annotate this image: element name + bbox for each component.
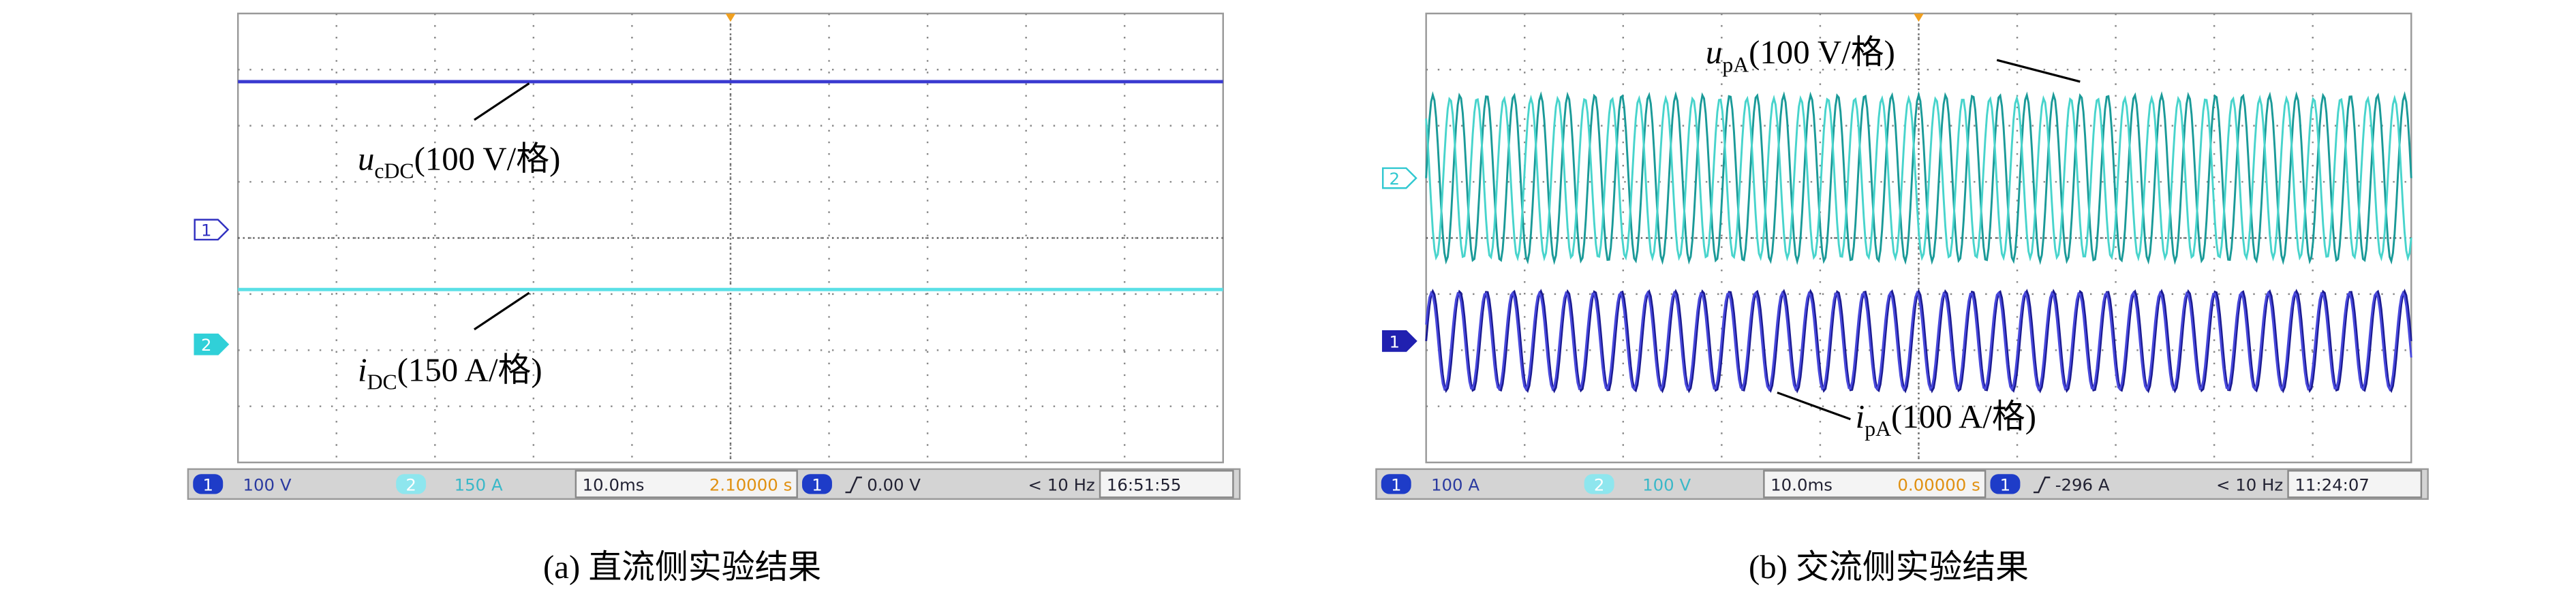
channel-badge-label: 1: [2000, 475, 2011, 494]
trigger-icon: [845, 476, 862, 494]
label-variable: i: [1856, 398, 1865, 435]
status-text: 11:24:07: [2295, 475, 2370, 494]
label-unit: (100 V/格): [414, 140, 561, 177]
trigger-icon: [2033, 476, 2051, 494]
leader-line: [1996, 59, 2081, 83]
scope-panel: 1 2 ucDC(100 V/格) iDC(150 A/格) 1 100 V 2 150 A 1…: [187, 12, 1241, 586]
channel-badge: [1381, 474, 1411, 494]
waveform: [1425, 94, 2412, 262]
label-variable: u: [1706, 33, 1722, 71]
status-box: [574, 470, 798, 498]
label-subscript: pA: [1722, 52, 1749, 76]
status-text: 0.00000 s: [1897, 475, 1980, 494]
label-unit: (100 V/格): [1749, 33, 1895, 71]
channel-marker: [194, 333, 230, 355]
status-text: -296 A: [2055, 475, 2110, 494]
status-box: [2287, 470, 2423, 498]
status-text: 2.10000 s: [709, 475, 792, 494]
label-variable: u: [358, 140, 374, 177]
status-text: 100 A: [1431, 475, 1479, 494]
signal-label: upA(100 V/格): [1706, 33, 1895, 76]
signal-label: ipA(100 A/格): [1856, 398, 2036, 441]
status-text: 100 V: [1642, 475, 1691, 494]
leader-line: [474, 82, 530, 121]
status-text: 0.00 V: [867, 475, 921, 494]
status-box: [1763, 470, 1987, 498]
status-text: < 10 Hz: [1028, 475, 1095, 494]
channel-badge: [396, 474, 427, 494]
channel-marker: [1381, 167, 1417, 189]
trigger-marker: [1914, 13, 1924, 22]
signal-label: iDC(150 A/格): [358, 351, 542, 394]
channel-marker-label: 1: [201, 221, 212, 240]
leader-line: [474, 291, 530, 331]
caption: (b) 交流侧实验结果: [1749, 548, 2029, 586]
label-subscript: pA: [1865, 417, 1891, 441]
channel-badge-label: 1: [812, 475, 823, 494]
label-variable: i: [358, 351, 367, 388]
channel-marker: [1381, 330, 1417, 352]
status-text: 100 V: [243, 475, 292, 494]
status-text: 150 A: [455, 475, 503, 494]
signal-label: ucDC(100 V/格): [358, 140, 560, 182]
caption: (a) 直流侧实验结果: [543, 548, 821, 586]
channel-badge-label: 2: [1594, 475, 1605, 494]
leader-line: [1777, 392, 1851, 421]
channel-marker-label: 2: [1390, 169, 1400, 189]
status-text: < 10 Hz: [2216, 475, 2283, 494]
label-unit: (100 A/格): [1891, 398, 2036, 435]
channel-badge: [193, 474, 224, 494]
channel-marker-label: 1: [1390, 332, 1400, 351]
status-text: 10.0ms: [583, 475, 645, 494]
label-subscript: cDC: [374, 159, 414, 183]
channel-badge-label: 1: [202, 475, 213, 494]
status-text: 16:51:55: [1107, 475, 1182, 494]
channel-marker: [194, 219, 230, 241]
channel-badge: [1990, 474, 2021, 494]
channel-badge-label: 2: [405, 475, 416, 494]
channel-marker-label: 2: [201, 335, 212, 355]
status-box: [1099, 470, 1234, 498]
waveform: [1425, 290, 2412, 392]
status-text: 10.0ms: [1770, 475, 1833, 494]
channel-badge-label: 1: [1391, 475, 1402, 494]
label-unit: (150 A/格): [397, 351, 542, 388]
channel-badge: [1584, 474, 1614, 494]
trigger-marker: [725, 13, 736, 22]
channel-badge: [801, 474, 832, 494]
label-subscript: DC: [367, 370, 397, 394]
waveform: [1425, 289, 2412, 394]
